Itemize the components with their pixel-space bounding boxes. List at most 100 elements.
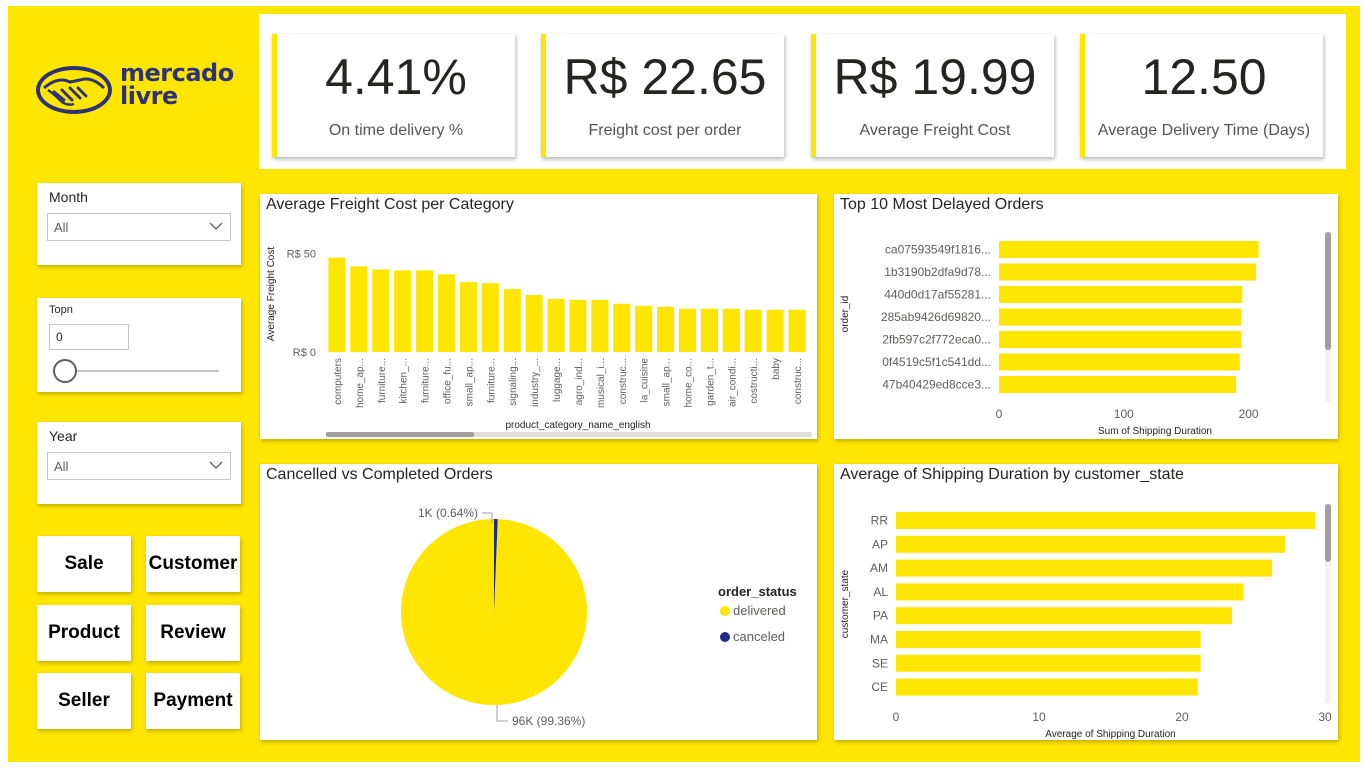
data-label-canceled: 1K (0.64%): [418, 506, 478, 520]
bar[interactable]: [372, 269, 390, 352]
bar[interactable]: [896, 607, 1233, 625]
legend-item-canceled[interactable]: canceled: [733, 629, 785, 644]
kpi-average-freight-cost: R$ 19.99 Average Freight Cost: [811, 34, 1054, 157]
bar[interactable]: [350, 266, 368, 352]
sale-button[interactable]: Sale: [37, 536, 131, 592]
product-button[interactable]: Product: [37, 605, 131, 661]
orders-pie-chart-panel: Cancelled vs Completed Orders 1K (0.64%)…: [260, 464, 817, 740]
kpi-average-delivery-time: 12.50 Average Delivery Time (Days): [1080, 34, 1323, 157]
bar[interactable]: [999, 286, 1243, 303]
bar[interactable]: [896, 535, 1285, 553]
x-tick-label: garden_t...: [705, 358, 716, 406]
bar[interactable]: [896, 583, 1244, 601]
bar[interactable]: [896, 654, 1201, 672]
topn-input[interactable]: 0: [49, 324, 129, 350]
bar[interactable]: [788, 309, 806, 352]
x-tick-label: 30: [1318, 710, 1332, 724]
y-axis-label: order_id: [840, 296, 851, 333]
y-tick-label: 47b40429ed8cce3...: [882, 378, 991, 392]
bar[interactable]: [700, 308, 718, 352]
y-tick-label: AM: [870, 561, 888, 575]
bar[interactable]: [896, 512, 1315, 529]
bar[interactable]: [481, 283, 499, 352]
bar[interactable]: [547, 298, 565, 352]
kpi-freight-cost-per-order: R$ 22.65 Freight cost per order: [541, 34, 784, 157]
kpi-on-time-delivery: 4.41% On time delivery %: [272, 34, 515, 157]
bar[interactable]: [999, 353, 1240, 371]
bar[interactable]: [657, 306, 675, 352]
bar[interactable]: [613, 303, 631, 352]
bar[interactable]: [722, 308, 740, 352]
y-axis-label: customer_state: [840, 569, 851, 638]
kpi-label: Average Freight Cost: [859, 122, 1011, 139]
y-tick-label: ca07593549f1816...: [885, 243, 991, 257]
kpi-value: 12.50: [1141, 49, 1267, 105]
orders-pie-chart: 1K (0.64%) 96K (99.36%) order_statusdelive…: [400, 506, 797, 728]
bar[interactable]: [999, 376, 1237, 393]
kpi-strip: 4.41% On time delivery % R$ 22.65 Freigh…: [259, 14, 1346, 169]
bar[interactable]: [999, 263, 1257, 281]
chart-title: Cancelled vs Completed Orders: [266, 466, 493, 483]
x-tick-label: agro_ind...: [574, 358, 585, 405]
legend-item-delivered[interactable]: delivered: [733, 603, 786, 618]
month-dropdown[interactable]: All: [47, 213, 231, 241]
x-tick-label: 10: [1032, 710, 1046, 724]
y-tick-label: CE: [871, 680, 888, 694]
x-tick-label: furniture...: [377, 358, 388, 403]
seller-button[interactable]: Seller: [37, 673, 131, 729]
y-axis-label: Average Freight Cost: [266, 247, 277, 342]
x-tick-label: 100: [1114, 407, 1134, 421]
bar[interactable]: [416, 270, 434, 352]
bar[interactable]: [744, 309, 762, 352]
kpi-label: Freight cost per order: [588, 122, 742, 139]
bar[interactable]: [525, 294, 543, 352]
topn-slider-handle[interactable]: [53, 359, 77, 383]
year-dropdown[interactable]: All: [47, 452, 231, 480]
x-tick-label: furniture...: [421, 358, 432, 403]
dashboard-canvas: mercado livre 4.41% On time delivery % R…: [8, 6, 1360, 762]
chart-title: Average of Shipping Duration by customer…: [840, 466, 1184, 483]
x-tick-label: 20: [1175, 710, 1189, 724]
chevron-down-icon: [209, 461, 223, 469]
bar[interactable]: [999, 308, 1242, 326]
review-button[interactable]: Review: [146, 605, 240, 661]
pie-slice-canceled[interactable]: [494, 519, 498, 612]
bar[interactable]: [394, 270, 412, 352]
bar[interactable]: [635, 305, 653, 352]
scrollbar-thumb[interactable]: [1325, 232, 1331, 350]
x-tick-label: construc...: [793, 358, 804, 404]
bar[interactable]: [896, 559, 1273, 577]
bar[interactable]: [999, 241, 1259, 258]
legend-marker: [720, 606, 730, 616]
bar[interactable]: [569, 299, 587, 352]
bar[interactable]: [766, 309, 784, 352]
legend-marker: [720, 632, 730, 642]
year-dropdown-value: All: [54, 459, 69, 474]
bar[interactable]: [896, 631, 1201, 648]
bar[interactable]: [896, 678, 1198, 696]
x-tick-label: home_co...: [684, 358, 695, 407]
x-tick-label: la_cuisine: [640, 358, 651, 403]
customer-button[interactable]: Customer: [146, 536, 240, 592]
bar[interactable]: [437, 274, 456, 352]
bar[interactable]: [328, 257, 346, 352]
scrollbar-thumb[interactable]: [1325, 504, 1331, 562]
chevron-down-icon: [209, 222, 223, 230]
scrollbar-thumb[interactable]: [326, 432, 474, 437]
x-tick-label: office_fu...: [443, 358, 454, 404]
logo-wordmark: mercado livre: [120, 61, 234, 108]
bar[interactable]: [999, 331, 1242, 348]
bar[interactable]: [678, 308, 697, 352]
y-tick-label: 0f4519c5f1c541dd...: [882, 355, 991, 369]
bar[interactable]: [503, 289, 521, 352]
topn-slider-track[interactable]: [65, 370, 219, 372]
chart-title: Top 10 Most Delayed Orders: [840, 196, 1044, 213]
month-slicer: Month All: [37, 183, 241, 265]
payment-button[interactable]: Payment: [146, 673, 240, 729]
bar[interactable]: [459, 282, 477, 352]
x-tick-label: costructi...: [749, 358, 760, 404]
y-tick-label: PA: [873, 609, 888, 623]
x-tick-label: computers: [333, 358, 344, 405]
bar[interactable]: [591, 299, 609, 352]
pie-slice-delivered[interactable]: [400, 519, 587, 705]
